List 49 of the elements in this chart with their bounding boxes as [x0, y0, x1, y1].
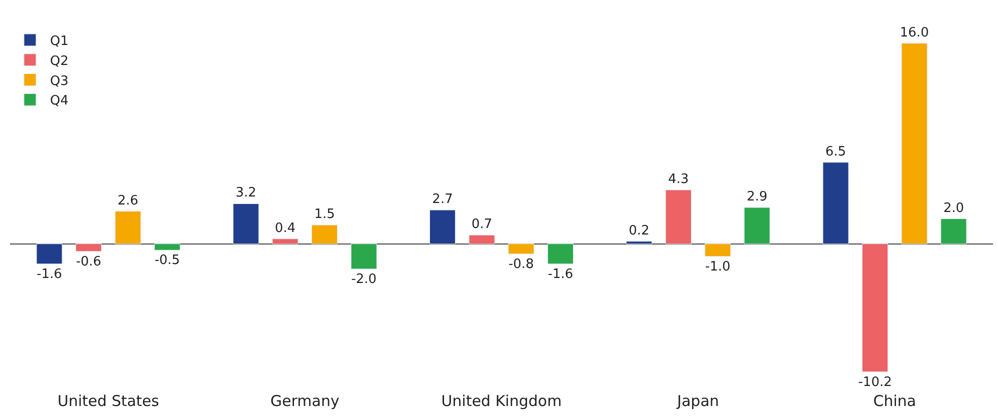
data-label: 2.0	[943, 200, 964, 216]
data-label: -1.0	[705, 259, 730, 274]
legend-label: Q2	[50, 54, 69, 69]
data-label: 6.5	[825, 144, 846, 160]
data-label: 0.2	[628, 223, 650, 238]
legend-label: Q1	[50, 34, 69, 50]
data-label: -0.6	[76, 254, 102, 270]
bar	[704, 244, 731, 257]
bar	[114, 211, 141, 244]
bar	[154, 244, 180, 250]
x-tick-label: United States	[58, 392, 160, 410]
bar	[508, 244, 534, 254]
bar	[272, 238, 298, 244]
data-label: 1.5	[314, 207, 335, 222]
data-label: 16.0	[900, 25, 929, 40]
data-label: 4.3	[668, 172, 689, 187]
data-label: 3.2	[236, 186, 256, 201]
data-label: -1.6	[36, 266, 62, 282]
bar	[232, 203, 259, 244]
data-label: -2.0	[351, 272, 377, 287]
bar	[76, 244, 102, 252]
bar	[940, 218, 967, 244]
data-label: 2.6	[118, 193, 138, 208]
bar	[547, 244, 574, 264]
data-label: 2.9	[746, 190, 768, 204]
bar	[468, 234, 495, 244]
x-tick-label: Japan	[676, 392, 720, 410]
data-label: -1.6	[548, 266, 574, 282]
bar	[862, 244, 888, 372]
bar	[429, 210, 456, 244]
bar	[36, 244, 62, 264]
bar	[626, 241, 652, 244]
bar	[901, 43, 928, 244]
bar	[665, 190, 692, 244]
bar	[312, 224, 338, 244]
x-tick-label: United Kingdom	[441, 392, 562, 410]
legend-label: Q4	[50, 94, 69, 109]
data-label: 0.4	[274, 220, 296, 236]
data-label: -10.2	[858, 374, 892, 390]
x-tick-label: Germany	[270, 392, 340, 410]
data-label: -0.8	[508, 256, 534, 272]
legend-label: Q3	[50, 74, 69, 89]
data-label: 2.7	[432, 192, 453, 208]
bar	[350, 244, 377, 270]
bar	[822, 162, 849, 244]
data-label: 0.7	[471, 217, 492, 232]
data-label: -0.5	[154, 253, 180, 268]
x-tick-label: China	[873, 392, 916, 410]
bar	[744, 207, 770, 244]
